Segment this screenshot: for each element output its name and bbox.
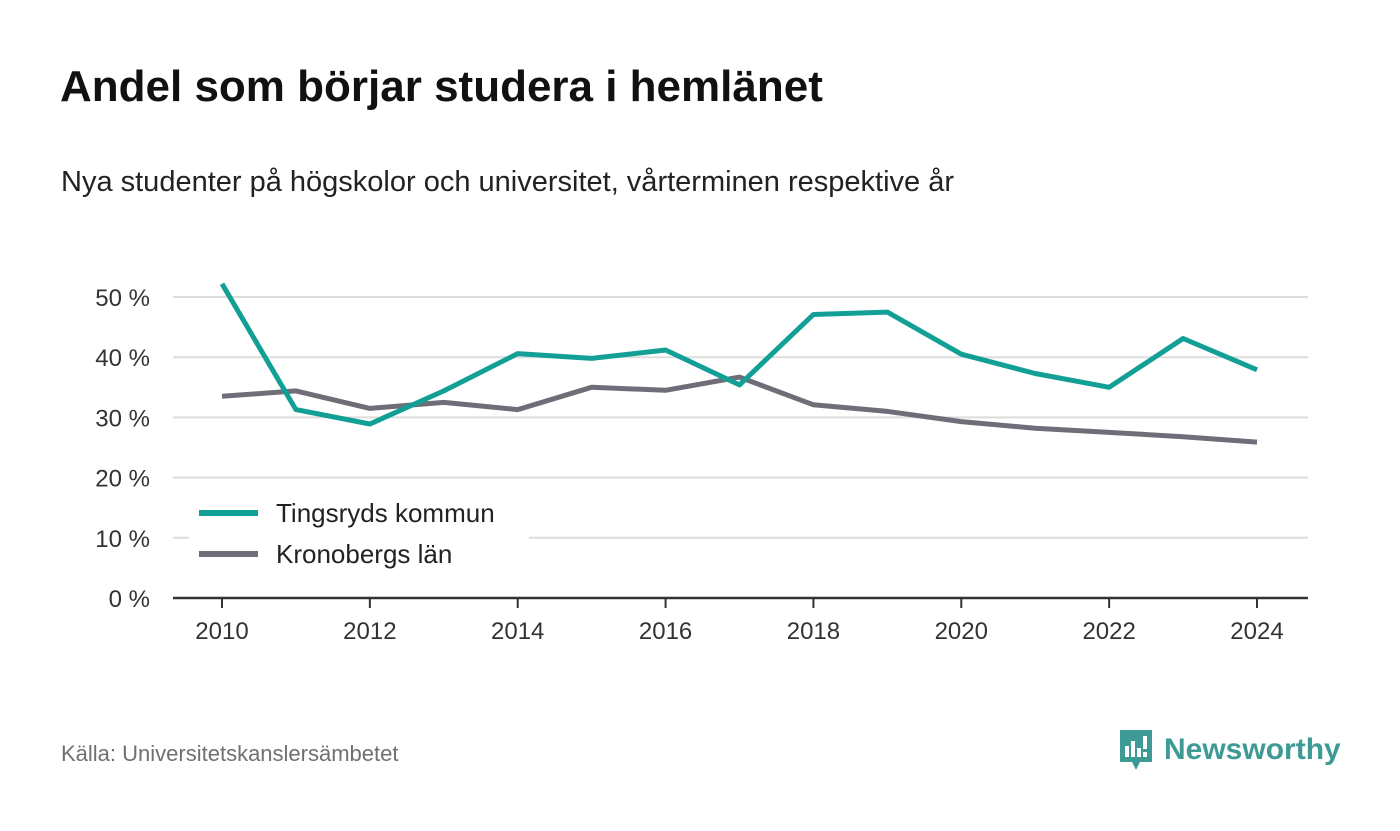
bar-chart-speech-bubble-icon: [1120, 730, 1152, 770]
y-tick-label: 40 %: [95, 345, 150, 372]
line-chart: 0 % 10 % 20 % 30 % 40 % 50 % 2010 2012 2014 2016…: [95, 282, 1308, 645]
x-tick-label: 2020: [935, 618, 988, 645]
y-axis-ticks: 0 % 10 % 20 % 30 % 40 % 50 %: [95, 285, 150, 613]
x-tick-label: 2012: [343, 618, 396, 645]
x-axis-ticks: 2010 2012 2014 2016 2018 2020 2022 2024: [195, 598, 1284, 645]
x-tick-label: 2018: [787, 618, 840, 645]
legend-label: Kronobergs län: [276, 539, 452, 569]
y-tick-label: 30 %: [95, 405, 150, 432]
legend-background: [189, 490, 529, 578]
chart-title: Andel som börjar studera i hemlänet: [60, 62, 823, 111]
x-tick-label: 2024: [1230, 618, 1283, 645]
series-line-tingsryd: [219, 282, 1258, 427]
y-tick-label: 0 %: [109, 586, 150, 613]
chart-subtitle: Nya studenter på högskolor och universit…: [61, 166, 954, 198]
x-tick-label: 2014: [491, 618, 544, 645]
y-tick-label: 20 %: [95, 466, 150, 493]
source-note: Källa: Universitetskanslersämbetet: [61, 741, 399, 766]
brand-name: Newsworthy: [1164, 733, 1341, 766]
y-tick-label: 10 %: [95, 526, 150, 553]
x-tick-label: 2010: [195, 618, 248, 645]
legend-label: Tingsryds kommun: [276, 498, 495, 528]
series-lines: [219, 282, 1258, 445]
x-tick-label: 2016: [639, 618, 692, 645]
x-tick-label: 2022: [1082, 618, 1135, 645]
y-tick-label: 50 %: [95, 285, 150, 312]
series-line-kronoberg: [221, 374, 1258, 445]
legend: Tingsryds kommun Kronobergs län: [189, 490, 529, 578]
brand-logo: Newsworthy: [1118, 728, 1341, 772]
